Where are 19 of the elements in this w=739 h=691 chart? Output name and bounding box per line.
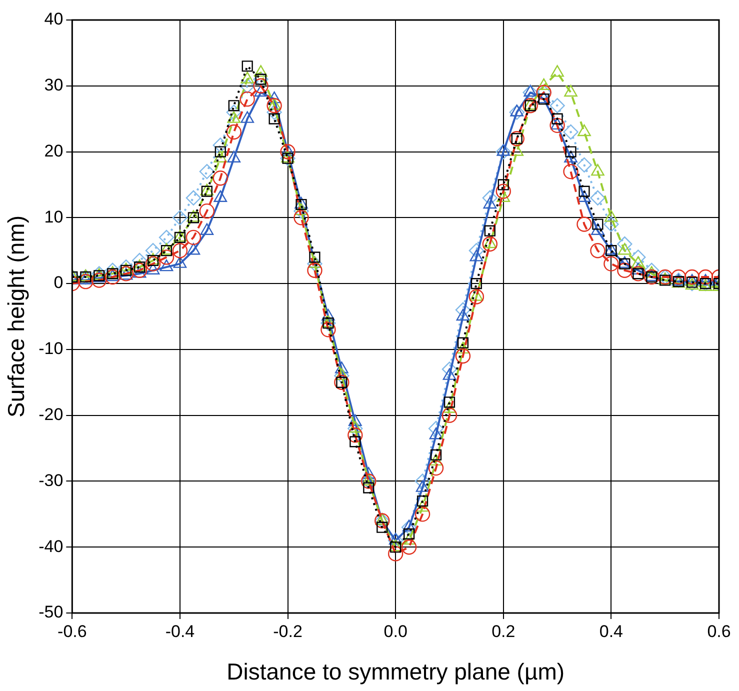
y-tick-label: -30 [38,470,64,490]
x-axis-title: Distance to symmetry plane (µm) [226,658,565,685]
y-tick-label: 0 [54,273,64,292]
x-tick-label: -0.6 [58,622,87,641]
y-tick-label: 40 [44,10,64,29]
y-tick-label: 10 [44,207,64,226]
x-tick-label: 0.0 [384,622,408,641]
y-tick-label: -20 [38,405,64,424]
y-tick-label: -10 [38,339,64,358]
x-tick-label: 0.2 [492,622,516,641]
x-tick-label: -0.2 [273,622,302,641]
y-tick-label: -50 [38,602,64,622]
x-tick-label: -0.4 [165,622,195,641]
x-tick-label: 0.6 [707,622,731,641]
y-axis-title: Surface height (nm) [3,216,30,418]
y-tick-label: -40 [38,536,64,556]
y-tick-label: 30 [44,76,64,95]
y-tick-label: 20 [44,141,64,160]
x-tick-label: 0.4 [599,622,624,641]
